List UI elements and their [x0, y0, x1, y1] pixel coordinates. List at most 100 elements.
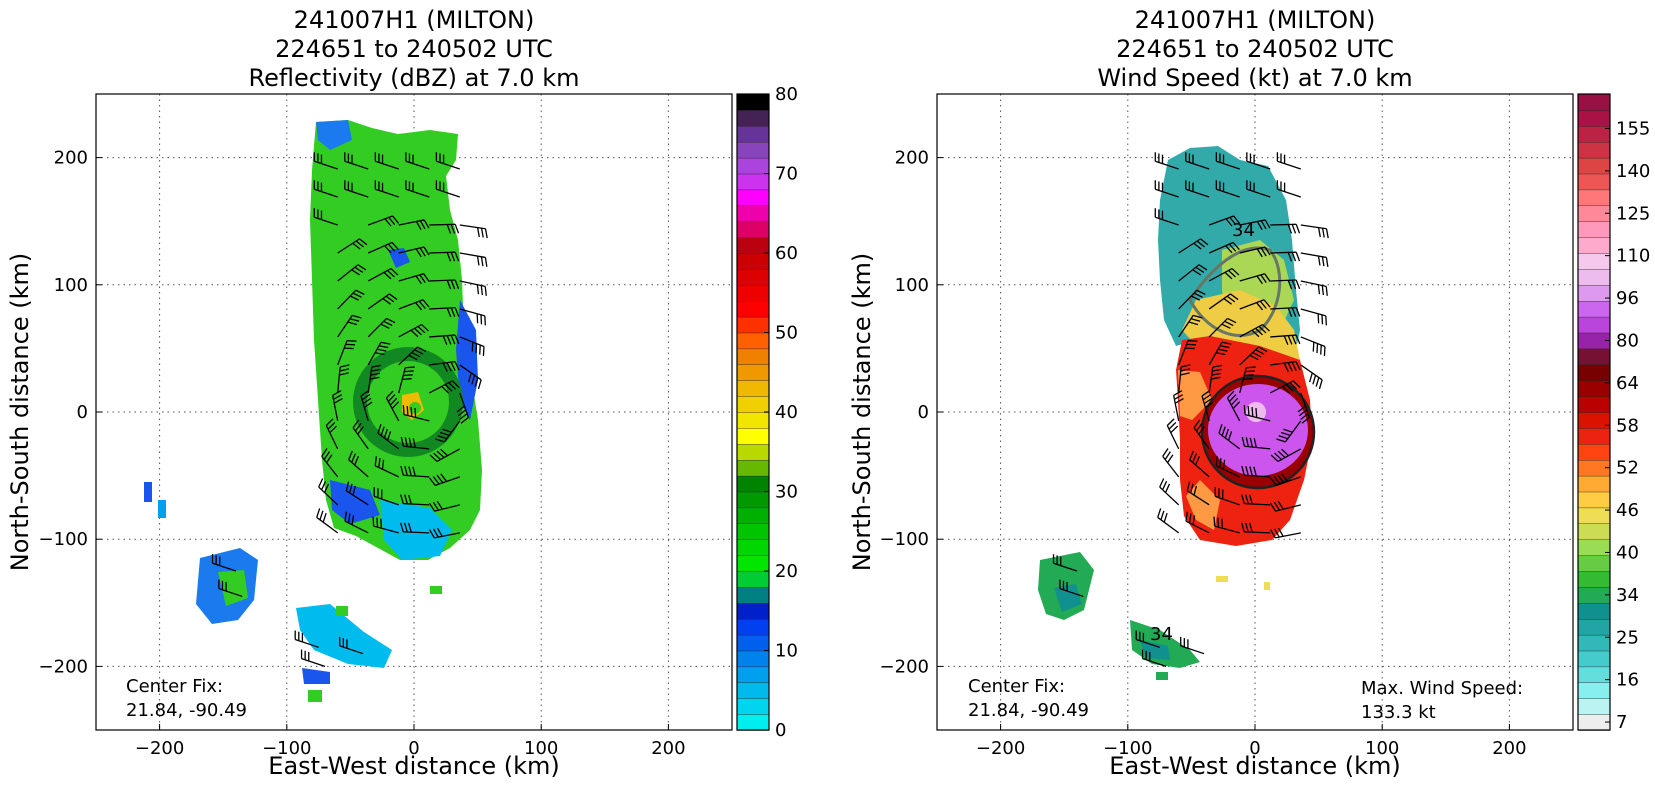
wind-barb — [1214, 486, 1240, 506]
colorbar-swatch — [736, 698, 770, 715]
colorbar-swatch — [1577, 93, 1611, 111]
reflectivity-cell-s4 — [308, 690, 322, 702]
wind-barb — [1201, 390, 1214, 422]
wind-barb — [313, 180, 338, 198]
colorbar-swatch — [736, 364, 770, 381]
panel2-ylabel: North-South distance (km) — [848, 253, 876, 572]
colorbar-swatch — [1577, 523, 1611, 540]
wind-barb — [373, 486, 399, 506]
wind-barb — [405, 180, 430, 198]
colorbar-swatch — [1577, 348, 1611, 365]
wind-barb — [1208, 317, 1237, 338]
wind-speed-cell-y1 — [1216, 576, 1228, 582]
wind-barb — [1269, 500, 1301, 512]
wind-barb — [1178, 264, 1208, 282]
colorbar-swatch — [736, 173, 770, 191]
wind-barb — [1241, 494, 1271, 506]
colorbar-swatch — [736, 666, 770, 684]
colorbar-swatch — [736, 141, 770, 159]
wind-barb — [1239, 246, 1271, 258]
colorbar-swatch — [1577, 220, 1611, 238]
wind-barb — [1226, 390, 1241, 422]
colorbar-swatch — [736, 252, 770, 270]
wind-barb — [218, 579, 243, 598]
wind-barb — [398, 366, 415, 394]
colorbar-tick-label: 52 — [1616, 458, 1639, 479]
wind-speed-purple-core — [1208, 384, 1308, 476]
wind-barb — [428, 380, 460, 394]
colorbar-tick-label: 58 — [1616, 415, 1639, 436]
colorbar-swatch — [1577, 570, 1611, 588]
wind-barb — [1300, 364, 1323, 390]
wind-speed-cell-s-core — [1140, 640, 1170, 660]
colorbar-swatch — [1577, 300, 1611, 318]
wind-barb — [321, 448, 339, 478]
colorbar-swatch — [736, 332, 770, 350]
colorbar-tick-label: 60 — [775, 243, 798, 264]
colorbar-tick-label: 20 — [775, 561, 798, 582]
panel1-xlabel: East-West distance (km) — [268, 752, 559, 780]
wind-barb — [1185, 180, 1210, 198]
wind-barb — [316, 508, 339, 534]
colorbar-swatch — [1577, 173, 1611, 191]
wind-barb — [339, 636, 364, 655]
panel2-ytick-label: 100 — [895, 275, 929, 296]
wind-barb — [385, 390, 400, 422]
wind-speed-field — [1038, 146, 1316, 680]
wind-barb — [1185, 152, 1210, 170]
wind-barb — [1276, 152, 1301, 170]
wind-barb — [374, 180, 399, 198]
wind-barb — [1215, 152, 1240, 170]
colorbar-swatch — [736, 634, 770, 652]
panel1-xtick-label: 0 — [408, 738, 419, 759]
colorbar-swatch — [1577, 475, 1611, 493]
wind-barb — [1178, 238, 1209, 254]
wind-barb — [1240, 522, 1271, 534]
colorbar-swatch — [736, 157, 770, 175]
panel2-xtick-label: 200 — [1492, 738, 1526, 759]
panel1-title-line3: Reflectivity (dBZ) at 7.0 km — [249, 64, 580, 92]
wind-barb — [1141, 649, 1167, 668]
panel1-xtick-label: −200 — [135, 738, 184, 759]
wind-barb — [1178, 340, 1198, 366]
wind-barb — [1178, 289, 1206, 310]
wind-barb — [325, 418, 339, 450]
colorbar-swatch — [736, 523, 770, 540]
wind-barb — [1213, 516, 1240, 534]
wind-barb — [429, 334, 460, 345]
colorbar-tick-label: 0 — [775, 720, 786, 741]
colorbar-swatch — [736, 618, 770, 636]
wind-barb — [1189, 450, 1210, 478]
wind-barb — [337, 314, 362, 338]
wind-barb — [1208, 364, 1223, 394]
panel2-center-fix-label: Center Fix: — [968, 676, 1065, 697]
colorbar-swatch — [736, 395, 770, 413]
wind-barb — [429, 360, 460, 372]
panel2-ytick-label: 0 — [918, 402, 929, 423]
wind-barb — [1300, 336, 1326, 357]
colorbar-swatch — [1577, 666, 1611, 684]
wind-barb — [294, 630, 319, 648]
colorbar-swatch — [1577, 189, 1611, 206]
wind-barb — [1243, 405, 1271, 422]
wind-barb — [1269, 473, 1302, 486]
wind-barb — [1300, 308, 1327, 326]
wind-barb — [1276, 420, 1302, 443]
panel2-ytick-label: −200 — [880, 656, 929, 677]
panel1-ticks: −200 −100 0 100 200 −200 −100 0 100 200 — [39, 148, 686, 759]
colorbar-swatch — [1577, 539, 1611, 556]
colorbar-swatch — [736, 109, 770, 127]
wind-barb — [1300, 252, 1329, 267]
contour-label-34-south: 34 — [1150, 624, 1173, 645]
wind-speed-64kt-contour — [1200, 374, 1316, 490]
colorbar-swatch — [736, 554, 770, 572]
panel1-xtick-label: 100 — [524, 738, 558, 759]
wind-barb — [1239, 299, 1271, 311]
wind-barb — [374, 152, 399, 170]
colorbar-tick-label: 25 — [1616, 627, 1639, 648]
colorbar-swatch — [1577, 157, 1611, 175]
wind-barb — [429, 306, 460, 318]
colorbar-swatch — [736, 411, 770, 429]
wind-barb — [429, 448, 461, 462]
wind-barb — [398, 299, 430, 311]
